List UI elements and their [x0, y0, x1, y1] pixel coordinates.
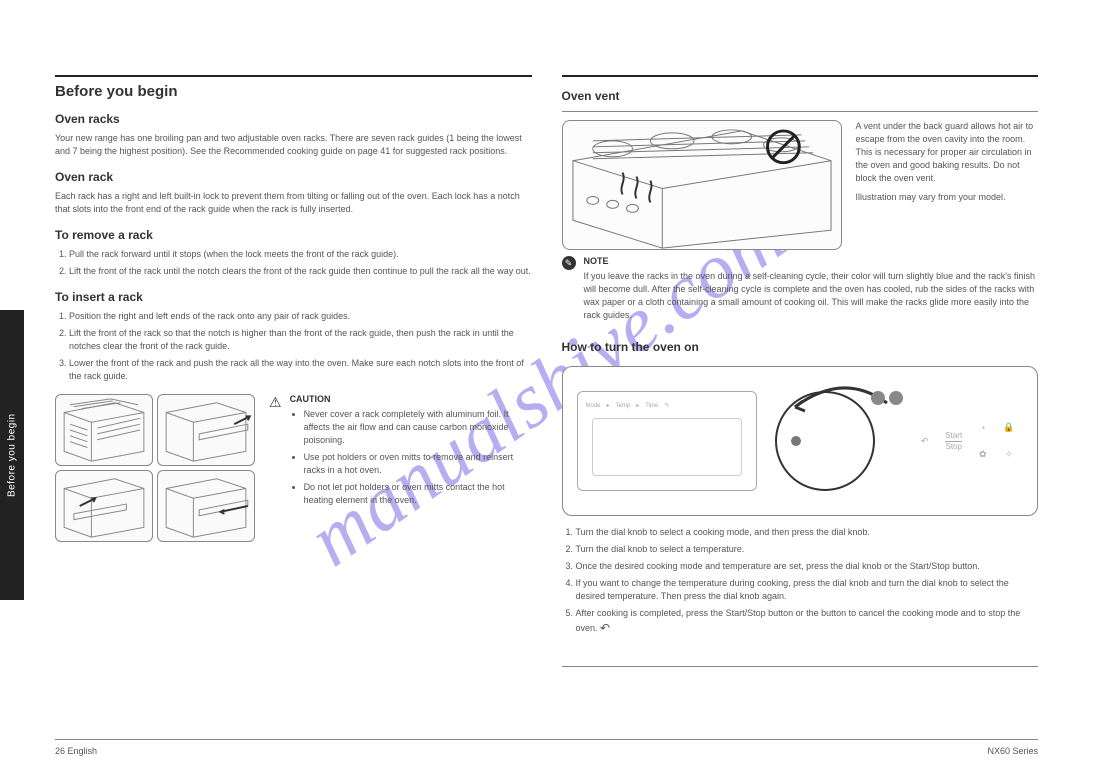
side-tab: Before you begin	[0, 310, 24, 600]
chevron-icon: ▸	[607, 402, 610, 409]
turn-on-step: Turn the dial knob to select a temperatu…	[576, 543, 1039, 556]
footer: 26 English NX60 Series	[55, 739, 1038, 756]
rack-illustration-4	[157, 470, 255, 542]
remove-step: Lift the front of the rack until the not…	[69, 265, 532, 278]
page: Before you begin Oven racks Your new ran…	[0, 0, 1093, 695]
oven-vent-note: Illustration may vary from your model.	[856, 191, 1039, 204]
left-rule	[55, 75, 532, 77]
oven-vent-illustration	[562, 120, 842, 250]
dial-target-dot	[871, 391, 885, 405]
note-body: NOTE If you leave the racks in the oven …	[584, 256, 1039, 328]
panel-right-controls: ↶ Start Stop ◔ ✿ 🔒 ✧	[913, 422, 1024, 460]
back-button[interactable]: ↶	[921, 436, 929, 447]
footer-page: 26 English	[55, 746, 97, 756]
light-icon[interactable]: ✧	[1005, 449, 1013, 460]
timer-icon[interactable]: ◔	[980, 423, 985, 433]
start-stop-button[interactable]: Start Stop	[945, 432, 962, 451]
caution-body: CAUTION Never cover a rack completely wi…	[290, 394, 532, 511]
right-column: Oven vent	[562, 75, 1039, 675]
oven-vent-heading: Oven vent	[562, 89, 1039, 103]
panel-screen: Mode ▸ Temp ▸ Time ✎	[577, 391, 757, 491]
right-rule	[562, 75, 1039, 77]
left-column: Before you begin Oven racks Your new ran…	[55, 75, 532, 675]
oven-rack-text: Each rack has a right and left built-in …	[55, 190, 532, 216]
insert-heading: To insert a rack	[55, 290, 532, 304]
remove-heading: To remove a rack	[55, 228, 532, 242]
mode-label: Mode	[586, 403, 601, 409]
turn-on-step: Once the desired cooking mode and temper…	[576, 560, 1039, 573]
chevron-icon: ✎	[664, 402, 669, 409]
caution-label: CAUTION	[290, 394, 532, 404]
racks-heading: Oven racks	[55, 112, 532, 126]
rack-illustration-2	[157, 394, 255, 466]
oven-vent-text: A vent under the back guard allows hot a…	[856, 120, 1039, 185]
note-label: NOTE	[584, 256, 1039, 266]
insert-step: Lift the front of the rack so that the n…	[69, 327, 532, 353]
turn-on-step-text: After cooking is completed, press the St…	[576, 608, 1021, 633]
back-icon: ↶	[600, 621, 610, 635]
panel-screen-inner	[592, 418, 742, 476]
turn-on-steps: Turn the dial knob to select a cooking m…	[562, 526, 1039, 638]
note-text: If you leave the racks in the oven durin…	[584, 270, 1039, 322]
turn-on-step: Turn the dial knob to select a cooking m…	[576, 526, 1039, 539]
oven-rack-heading: Oven rack	[55, 170, 532, 184]
caution-item: Do not let pot holders or oven mitts con…	[304, 481, 532, 507]
caution-item: Never cover a rack completely with alumi…	[304, 408, 532, 447]
note-icon: ✎	[562, 256, 576, 270]
temp-label: Temp	[616, 403, 631, 409]
stop-label: Stop	[945, 443, 962, 451]
turn-on-step: After cooking is completed, press the St…	[576, 607, 1039, 637]
control-panel: Mode ▸ Temp ▸ Time ✎	[562, 366, 1039, 516]
gear-icon[interactable]: ✿	[979, 449, 987, 460]
dial-knob[interactable]	[775, 381, 895, 501]
panel-screen-bar: Mode ▸ Temp ▸ Time ✎	[586, 402, 748, 409]
lock-icon[interactable]: 🔒	[1003, 422, 1014, 433]
caution-item: Use pot holders or oven mitts to remove …	[304, 451, 532, 477]
section-title: Before you begin	[55, 83, 532, 100]
rack-illustrations	[55, 394, 255, 546]
rack-illustration-3	[55, 470, 153, 542]
insert-step: Lower the front of the rack and push the…	[69, 357, 532, 383]
racks-intro: Your new range has one broiling pan and …	[55, 132, 532, 158]
dial-ring	[775, 391, 875, 491]
remove-step: Pull the rack forward until it stops (wh…	[69, 248, 532, 261]
insert-step: Position the right and left ends of the …	[69, 310, 532, 323]
turn-on-step: If you want to change the temperature du…	[576, 577, 1039, 603]
remove-steps: Pull the rack forward until it stops (wh…	[55, 248, 532, 278]
start-label: Start	[945, 432, 962, 442]
turn-on-heading: How to turn the oven on	[562, 340, 1039, 354]
footer-model: NX60 Series	[987, 746, 1038, 756]
thin-rule	[562, 666, 1039, 667]
rack-illustration-1	[55, 394, 153, 466]
caution-icon: ⚠	[269, 394, 282, 411]
insert-steps: Position the right and left ends of the …	[55, 310, 532, 383]
chevron-icon: ▸	[636, 402, 639, 409]
dial-target-dot	[889, 391, 903, 405]
thin-rule	[562, 111, 1039, 112]
dial-indicator-icon	[791, 436, 801, 446]
time-label: Time	[645, 403, 658, 409]
